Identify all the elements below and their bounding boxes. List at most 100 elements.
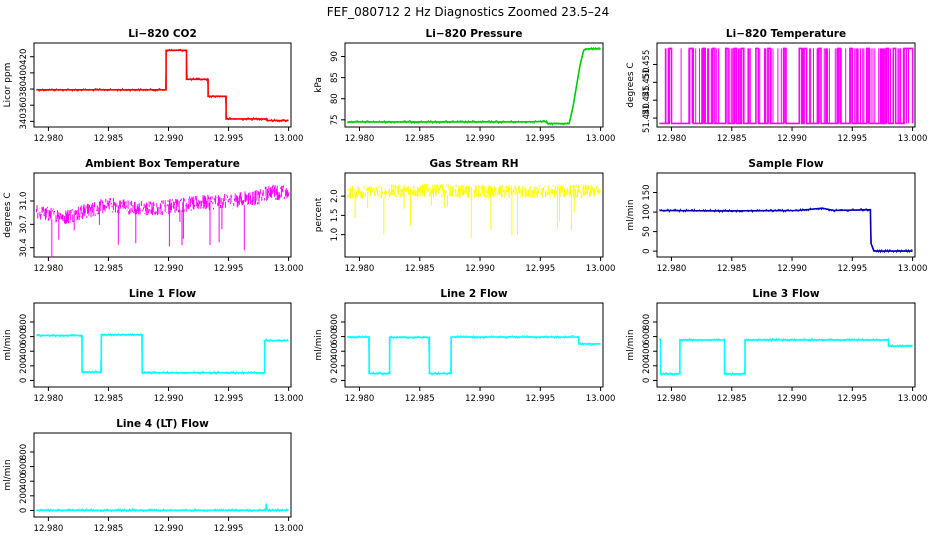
series-line <box>35 184 289 257</box>
y-tick-label: 800 <box>19 314 29 330</box>
y-tick-label: 2.0 <box>330 189 340 203</box>
panel-title: Li−820 CO2 <box>128 28 197 40</box>
x-tick-label: 12.985 <box>94 134 124 144</box>
panel-title: Line 3 Flow <box>752 288 819 300</box>
x-tick-label: 13.000 <box>898 264 928 274</box>
panel-title: Line 2 Flow <box>440 288 507 300</box>
series-noise <box>659 337 913 377</box>
y-tick-label: 340 <box>19 113 29 129</box>
x-tick-label: 12.985 <box>94 394 124 404</box>
x-tick-label: 12.985 <box>405 264 435 274</box>
x-tick-label: 13.000 <box>586 264 616 274</box>
series-noise <box>36 503 289 513</box>
y-axis-label: kPa <box>314 77 324 93</box>
y-tick-label: 0 <box>642 248 652 253</box>
y-tick-label: 30.4 <box>19 238 29 257</box>
y-tick-label: 0 <box>19 378 29 383</box>
y-tick-label: 0 <box>642 378 652 383</box>
x-tick-label: 13.000 <box>586 394 616 404</box>
y-axis-label: degrees C <box>626 62 636 107</box>
y-tick-label: 400 <box>19 343 29 359</box>
panel-10: Line 4 (LT) Flow ml/min 12.980 12.985 12.990… <box>3 418 303 534</box>
y-tick-label: 200 <box>19 358 29 374</box>
x-tick-label: 12.990 <box>154 134 184 144</box>
x-tick-label: 12.995 <box>214 264 244 274</box>
x-tick-label: 12.980 <box>657 134 687 144</box>
x-tick-label: 12.995 <box>837 264 867 274</box>
plot-frame <box>344 42 604 128</box>
x-tick-label: 12.980 <box>345 264 375 274</box>
y-tick-label: 800 <box>642 314 652 330</box>
x-tick-label: 12.995 <box>525 264 555 274</box>
y-tick-label: 100 <box>642 204 652 220</box>
y-tick-label: 360 <box>19 97 29 113</box>
series-line <box>659 207 913 252</box>
plot-frame <box>344 302 604 388</box>
x-tick-label: 12.995 <box>837 394 867 404</box>
x-tick-label: 12.985 <box>717 264 747 274</box>
series-group <box>347 46 601 126</box>
y-tick-label: 51.440 <box>642 103 652 133</box>
y-tick-label: 600 <box>19 458 29 474</box>
x-tick-label: 12.990 <box>777 264 807 274</box>
x-tick-label: 12.990 <box>154 524 184 534</box>
x-tick-label: 12.990 <box>777 134 807 144</box>
panel-title: Li−820 Pressure <box>426 28 523 40</box>
y-axis-label: degrees C <box>3 192 13 237</box>
x-tick-label: 12.995 <box>214 394 244 404</box>
series-line <box>347 48 601 125</box>
y-tick-label: 50 <box>642 226 652 237</box>
y-axis-label: ml/min <box>314 329 324 360</box>
x-tick-label: 12.995 <box>214 134 244 144</box>
panel-7: Line 1 Flow ml/min 12.980 12.985 12.990 12.99… <box>3 288 303 404</box>
y-tick-label: 150 <box>642 184 652 200</box>
x-tick-label: 13.000 <box>274 264 304 274</box>
y-tick-label: 400 <box>19 65 29 81</box>
x-tick-label: 12.990 <box>154 394 184 404</box>
y-tick-label: 1.0 <box>330 228 340 242</box>
y-axis-label: ml/min <box>3 329 13 360</box>
series-noise <box>347 46 601 126</box>
y-tick-label: 600 <box>330 328 340 344</box>
x-tick-label: 12.985 <box>94 264 124 274</box>
y-axis-label: ml/min <box>626 199 636 230</box>
x-tick-label: 12.990 <box>465 264 495 274</box>
x-tick-label: 12.980 <box>34 134 64 144</box>
y-tick-label: 0 <box>330 378 340 383</box>
plot-frame <box>656 42 916 128</box>
y-axis-label: Licor ppm <box>3 63 13 108</box>
x-tick-label: 12.980 <box>34 394 64 404</box>
series-noise <box>347 334 601 376</box>
panel-9: Line 3 Flow ml/min 12.980 12.985 12.990 12.99… <box>626 288 927 404</box>
panel-4: Ambient Box Temperature degrees C 12.980 12… <box>3 158 303 274</box>
y-tick-label: 420 <box>19 49 29 65</box>
y-tick-label: 400 <box>642 343 652 359</box>
x-tick-label: 12.985 <box>94 524 124 534</box>
x-tick-label: 13.000 <box>274 134 304 144</box>
panel-title: Gas Stream RH <box>429 158 518 170</box>
series-line <box>36 503 289 512</box>
y-tick-label: 51.445 <box>642 85 652 115</box>
x-tick-label: 12.990 <box>154 264 184 274</box>
series-group <box>36 332 289 376</box>
y-tick-label: 75 <box>330 114 340 125</box>
series-noise <box>36 48 289 123</box>
y-tick-label: 600 <box>19 328 29 344</box>
x-tick-label: 12.990 <box>777 394 807 404</box>
y-tick-label: 30.7 <box>19 215 29 234</box>
y-tick-label: 80 <box>330 93 340 104</box>
y-tick-label: 85 <box>330 72 340 83</box>
x-tick-label: 12.995 <box>214 524 244 534</box>
series-group <box>35 184 289 257</box>
plot-frame <box>33 302 292 388</box>
x-tick-label: 12.985 <box>717 134 747 144</box>
series-line <box>659 338 913 375</box>
y-tick-label: 800 <box>19 444 29 460</box>
y-axis-label: percent <box>314 197 324 232</box>
panel-title: Ambient Box Temperature <box>85 158 240 170</box>
panel-title: Line 1 Flow <box>129 288 196 300</box>
y-tick-label: 380 <box>19 81 29 97</box>
x-tick-label: 13.000 <box>274 394 304 404</box>
x-tick-label: 12.995 <box>837 134 867 144</box>
